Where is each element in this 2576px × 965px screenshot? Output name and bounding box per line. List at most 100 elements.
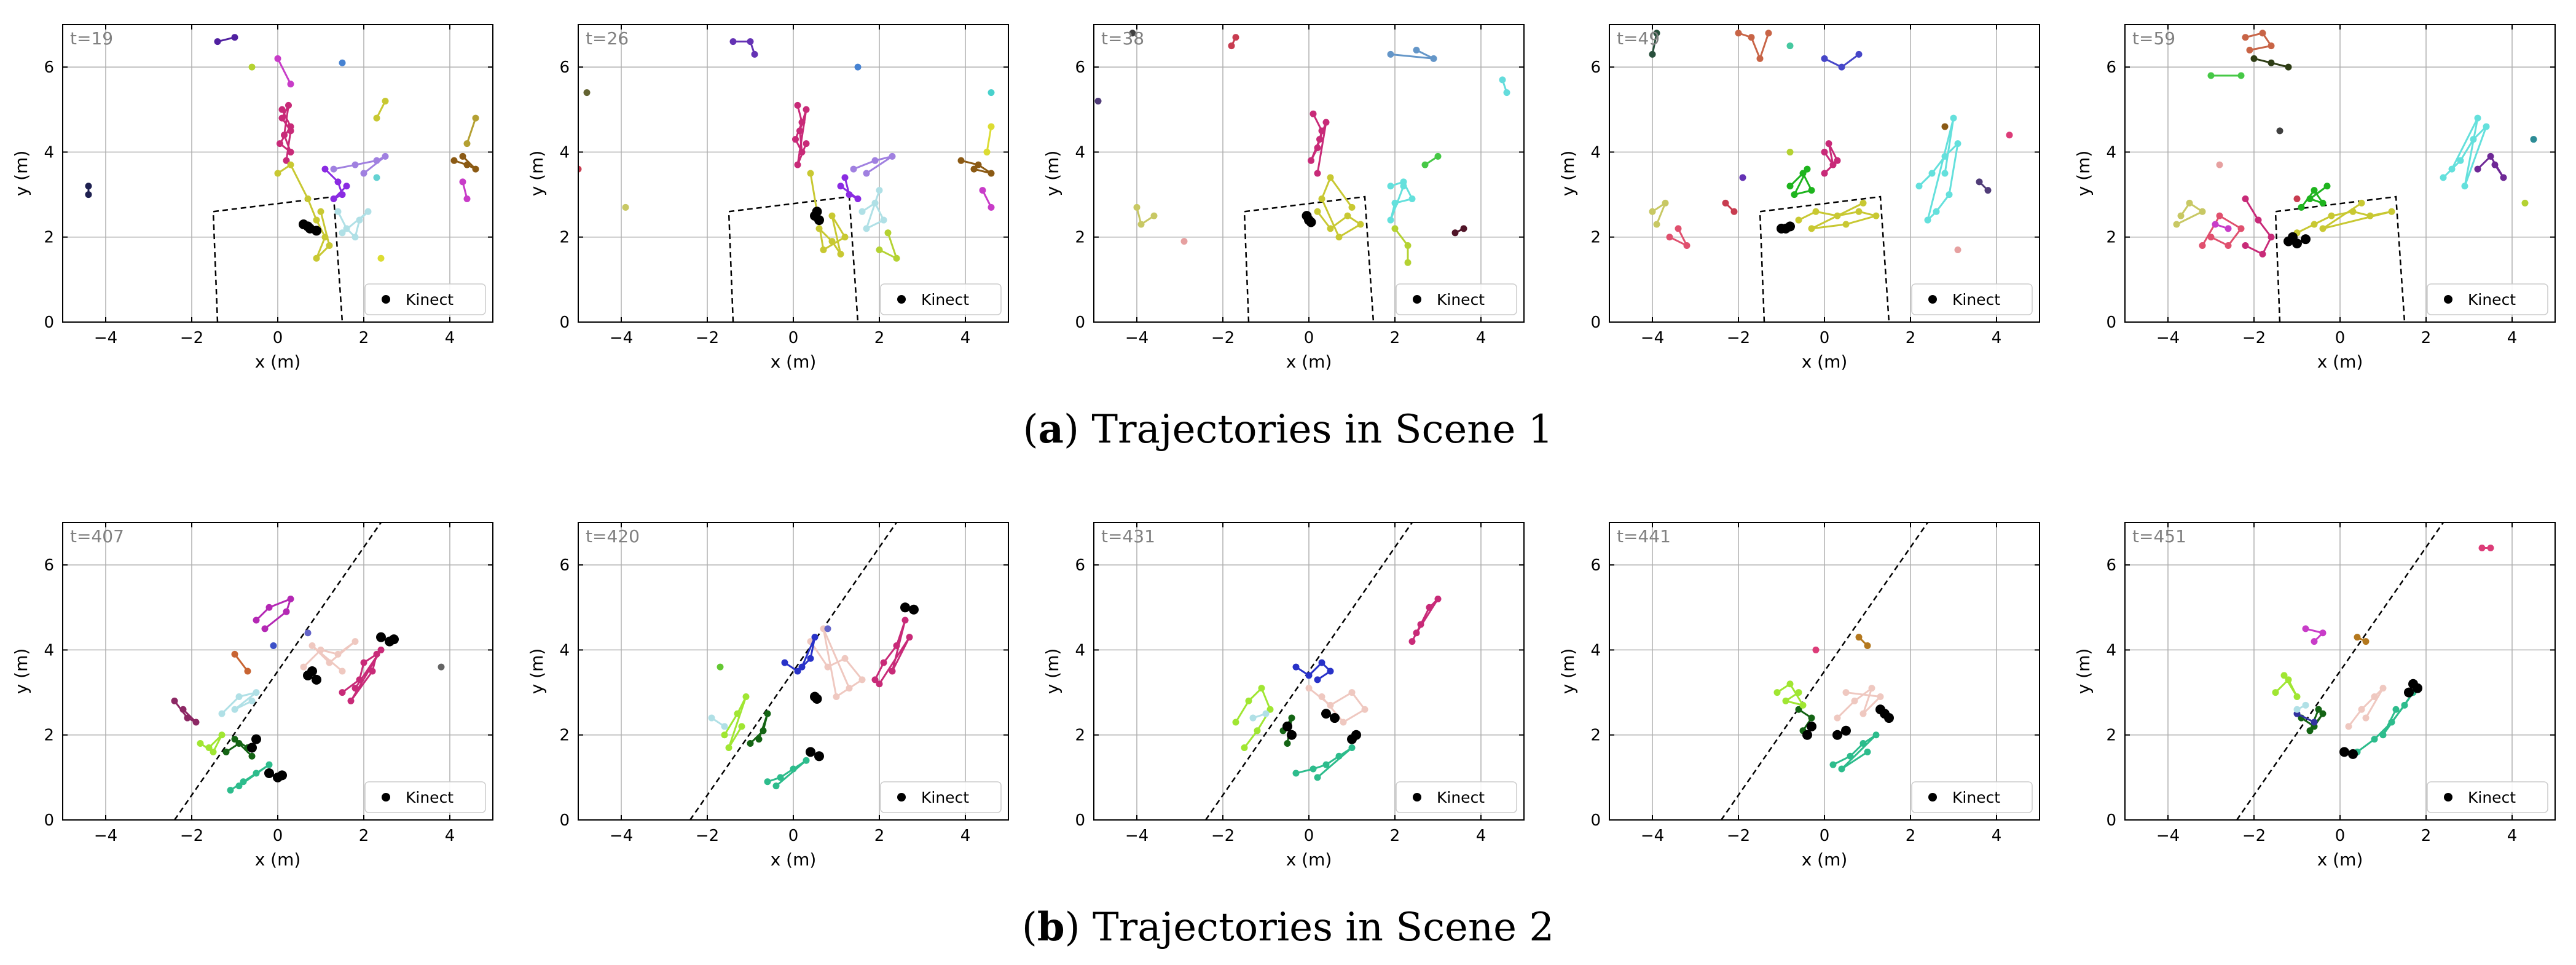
trajectory-point: [1348, 203, 1356, 211]
trajectory-point: [459, 152, 466, 160]
trajectory-point: [2487, 152, 2494, 160]
legend-box: [364, 283, 486, 315]
trajectory-point: [1941, 170, 1949, 177]
trajectory-point: [1335, 234, 1343, 241]
panel-a3: −4 −2 0 2 4 0 2 4 6 x (m) y (m) t=38 Kinect: [1042, 24, 1525, 372]
trajectory-point: [2306, 727, 2314, 735]
trajectory-point: [1228, 42, 1235, 50]
kinect-point: [376, 632, 386, 642]
trajectory-point: [171, 697, 178, 704]
trajectory-point: [1804, 165, 1811, 173]
trajectory-point: [1430, 55, 1437, 62]
field-of-view-line: [173, 522, 382, 820]
trajectory-point: [1408, 195, 1416, 202]
trajectory-point: [1683, 242, 1690, 250]
x-axis-label: x (m): [1802, 352, 1848, 372]
trajectory-point: [1847, 752, 1854, 760]
trajectory-point: [871, 676, 879, 683]
trajectory-point: [2311, 221, 2318, 228]
trajectory-point: [253, 770, 260, 777]
kinect-point: [1807, 721, 1816, 731]
trajectory-point: [2319, 225, 2327, 232]
trajectory-point: [1434, 152, 1442, 160]
trajectory-point: [1829, 761, 1837, 768]
trajectory-point: [248, 63, 256, 71]
trajectory-point: [1786, 680, 1794, 688]
panel-b2: −4 −2 0 2 4 0 2 4 6 x (m) y (m) t=420 Kinect: [527, 522, 1009, 870]
trajectory-point: [824, 625, 831, 632]
trajectory-point: [1868, 685, 1875, 692]
trajectory-point: [1421, 161, 1429, 168]
trajectory-point: [1915, 183, 1923, 190]
trajectory-point: [287, 595, 294, 602]
trajectory-point: [360, 170, 367, 177]
trajectory-line: [986, 126, 992, 152]
trajectory-point: [2474, 114, 2481, 122]
x-tick-label: −2: [1727, 329, 1750, 347]
trajectory-point: [871, 157, 879, 164]
trajectory-point: [227, 787, 234, 794]
field-of-view-line: [2236, 522, 2444, 820]
panel-a1: −4 −2 0 2 4 0 2 4 6 x (m) y (m) t=19 Kinect: [11, 24, 493, 372]
field-of-view-line: [1243, 195, 1375, 322]
time-label: t=19: [70, 28, 113, 49]
trajectory-point: [1387, 183, 1394, 190]
trajectory-point: [278, 106, 286, 113]
field-of-view-line: [2274, 195, 2406, 322]
trajectory-point: [382, 152, 389, 160]
trajectory-point: [317, 208, 324, 215]
trajectory-point: [876, 246, 883, 253]
trajectory-point: [369, 668, 376, 675]
trajectory-point: [2392, 706, 2400, 713]
trajectory-point: [2177, 212, 2185, 219]
trajectory-point: [1765, 30, 1772, 37]
trajectory-point: [807, 170, 814, 177]
trajectory-point: [1730, 208, 1738, 215]
trajectory-point: [2225, 242, 2232, 250]
x-tick-label: 4: [445, 827, 455, 845]
trajectory-point: [2470, 136, 2477, 143]
trajectory-point: [281, 132, 288, 139]
legend-box: [880, 781, 1002, 813]
kinect-point: [2288, 232, 2298, 242]
trajectory-point: [2207, 72, 2215, 79]
trajectory-point: [1653, 30, 1660, 37]
y-tick-label: 2: [44, 229, 54, 247]
kinect-point: [1321, 709, 1331, 719]
kinect-point: [247, 742, 257, 753]
trajectory-point: [884, 229, 892, 237]
trajectory-point: [850, 165, 857, 173]
trajectory-line: [1316, 176, 1362, 238]
trajectory-point: [2530, 136, 2537, 143]
kinect-point: [806, 747, 815, 757]
trajectory-point: [1808, 225, 1815, 232]
trajectory-point: [1842, 221, 1850, 228]
x-tick-label: −4: [1125, 827, 1149, 845]
legend: Kinect: [1911, 781, 2033, 813]
trajectory-point: [218, 710, 226, 717]
trajectory-point: [2521, 199, 2529, 207]
trajectory-point: [265, 761, 273, 768]
trajectory-point: [1314, 774, 1321, 781]
kinect-point: [2301, 234, 2311, 245]
y-tick-label: 2: [559, 229, 570, 247]
trajectory-point: [772, 782, 780, 790]
kinect-point: [2339, 747, 2349, 757]
y-tick-label: 0: [1075, 313, 1085, 332]
y-tick-label: 0: [44, 313, 54, 332]
trajectory-point: [1834, 714, 1841, 722]
trajectory-point: [1786, 183, 1794, 190]
trajectory-point: [1675, 225, 1682, 232]
trajectory-point: [578, 165, 582, 173]
trajectory-point: [253, 616, 260, 624]
trajectory-point: [339, 191, 346, 199]
time-label: t=26: [586, 28, 629, 49]
legend-label: Kinect: [1437, 291, 1485, 309]
trajectory-point: [339, 689, 346, 696]
trajectory-point: [334, 208, 342, 215]
legend-kinect-marker: [382, 793, 390, 802]
trajectory-point: [893, 642, 900, 650]
trajectory-point: [2276, 127, 2283, 135]
plot-area: [171, 522, 445, 820]
trajectory-point: [1786, 148, 1794, 156]
